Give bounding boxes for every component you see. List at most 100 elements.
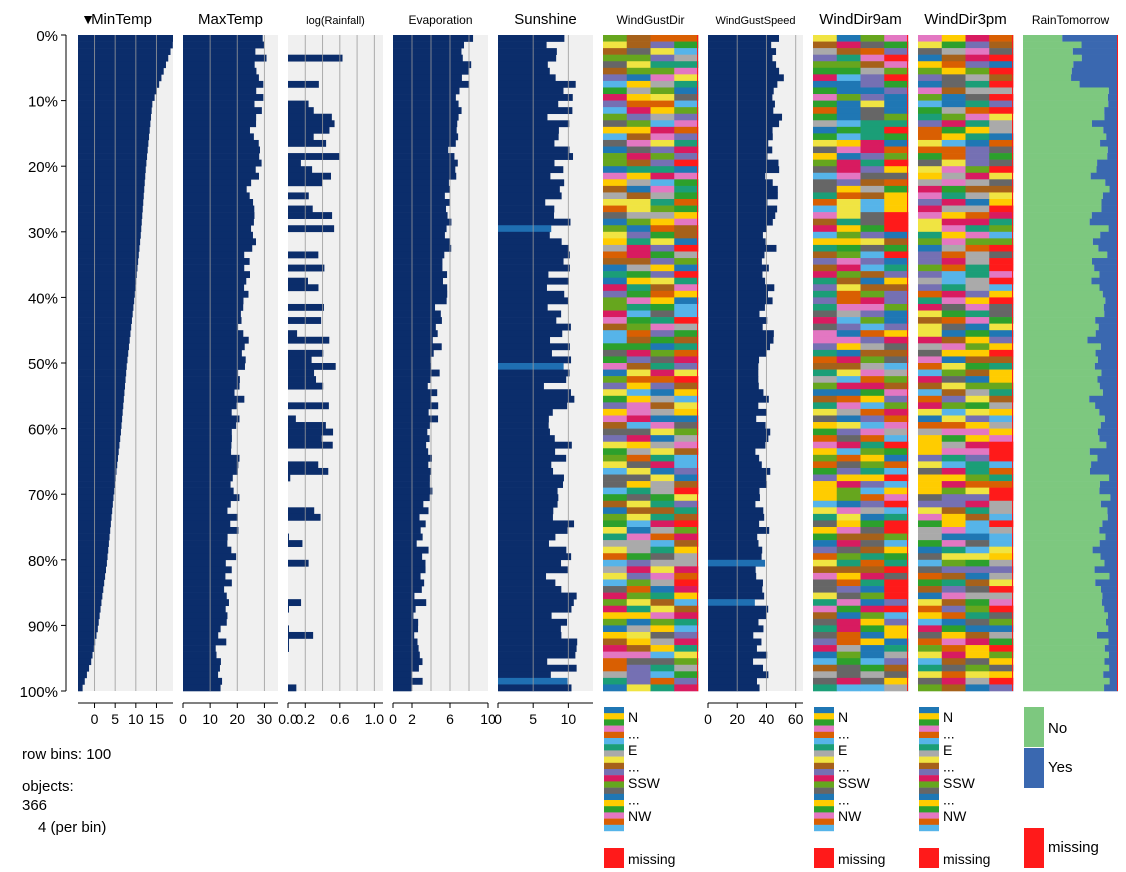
category-cell <box>674 290 699 298</box>
category-cell <box>860 113 885 121</box>
data-bar <box>393 284 448 292</box>
category-cell <box>603 376 628 383</box>
category-cell <box>941 664 966 672</box>
category-cell <box>860 507 885 515</box>
category-cell <box>626 454 651 462</box>
category-cell <box>674 625 699 633</box>
no-bar <box>1023 625 1109 633</box>
category-cell <box>650 205 675 213</box>
category-cell <box>626 67 651 75</box>
category-cell <box>674 454 699 462</box>
category-cell <box>860 533 885 541</box>
category-cell <box>836 500 861 508</box>
category-cell <box>860 651 885 659</box>
data-bar <box>498 467 554 475</box>
data-bar <box>183 356 246 364</box>
yes-bar <box>1101 205 1118 213</box>
data-bar <box>393 74 462 82</box>
data-bar <box>393 592 415 600</box>
data-bar <box>498 153 574 160</box>
data-bar <box>393 645 419 652</box>
data-bar <box>288 100 309 108</box>
x-tick-label: 20 <box>729 711 745 727</box>
data-bar <box>498 290 565 298</box>
category-cell <box>674 100 699 108</box>
category-cell <box>626 533 651 541</box>
category-cell <box>965 533 990 541</box>
category-cell <box>884 408 909 416</box>
category-cell <box>884 658 909 666</box>
category-cell <box>965 139 990 147</box>
category-cell <box>813 231 838 239</box>
category-cell <box>626 159 651 167</box>
category-cell <box>884 572 909 580</box>
data-bar <box>78 139 149 147</box>
category-cell <box>674 349 699 357</box>
category-cell <box>918 592 943 600</box>
data-bar <box>393 310 441 318</box>
category-cell <box>989 428 1014 436</box>
legend-label-yes: Yes <box>1048 759 1072 776</box>
data-bar <box>78 369 127 377</box>
category-cell <box>965 244 990 252</box>
category-cell <box>813 677 838 685</box>
category-cell <box>884 415 909 423</box>
data-bar <box>498 546 567 554</box>
category-cell <box>918 192 943 200</box>
category-cell <box>650 658 675 666</box>
category-cell <box>860 244 885 252</box>
category-cell <box>884 192 909 200</box>
legend-swatch-yes <box>1024 748 1044 788</box>
category-cell <box>860 625 885 633</box>
category-cell <box>860 317 885 324</box>
yes-bar <box>1107 146 1118 154</box>
category-cell <box>941 166 966 174</box>
category-cell <box>626 422 651 429</box>
no-bar <box>1023 494 1111 502</box>
category-cell <box>941 41 966 49</box>
category-cell <box>603 382 628 390</box>
category-cell <box>965 677 990 685</box>
category-cell <box>603 612 628 620</box>
no-bar <box>1023 369 1102 377</box>
category-cell <box>918 527 943 534</box>
no-bar <box>1023 579 1096 587</box>
data-bar <box>498 540 549 547</box>
data-bar <box>393 461 429 469</box>
data-bar <box>183 454 240 462</box>
category-cell <box>941 461 966 469</box>
category-cell <box>836 356 861 364</box>
category-cell <box>860 139 885 147</box>
category-cell <box>941 566 966 574</box>
data-bar <box>288 159 301 167</box>
data-bar <box>183 520 231 528</box>
category-cell <box>965 343 990 351</box>
category-cell <box>626 513 651 521</box>
data-bar <box>288 225 335 233</box>
category-cell <box>989 192 1014 200</box>
data-bar <box>393 546 429 554</box>
category-cell <box>674 126 699 134</box>
data-bar <box>708 133 773 141</box>
category-cell <box>989 448 1014 456</box>
data-bar <box>708 513 765 521</box>
column-log-rainfall-: log(Rainfall)0.00.2 0.6 1.0 <box>278 15 384 727</box>
data-bar <box>78 592 103 600</box>
category-cell <box>674 612 699 620</box>
no-bar <box>1023 520 1103 528</box>
no-bar <box>1023 664 1110 672</box>
category-cell <box>836 376 861 383</box>
category-cell <box>965 205 990 213</box>
category-cell <box>650 454 675 462</box>
data-bar <box>78 487 115 495</box>
category-cell <box>965 553 990 561</box>
category-cell <box>674 389 699 397</box>
missing-label: missing <box>628 851 675 867</box>
data-bar <box>393 349 434 357</box>
category-cell <box>603 415 628 423</box>
category-cell <box>941 48 966 55</box>
category-cell <box>650 107 675 115</box>
data-bar <box>288 559 309 567</box>
category-cell <box>650 441 675 449</box>
